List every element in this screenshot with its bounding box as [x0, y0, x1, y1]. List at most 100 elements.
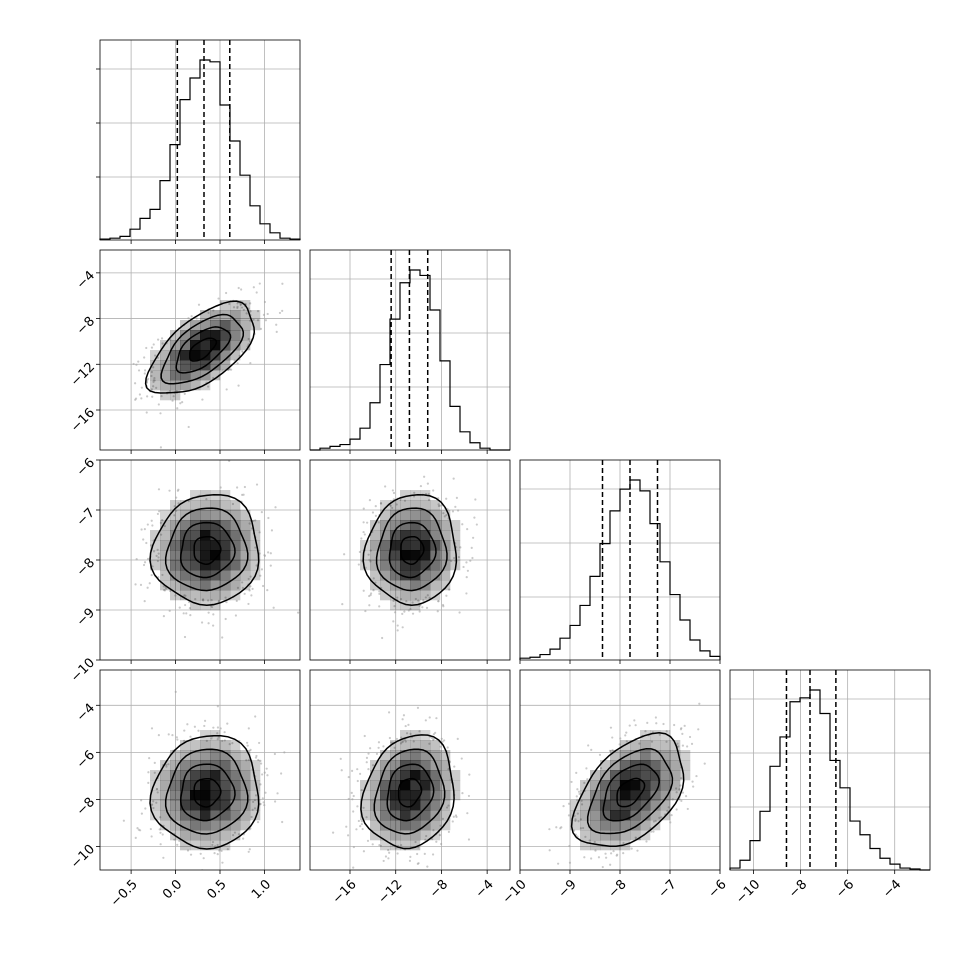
scatter-point: [251, 587, 254, 590]
density-cell: [210, 830, 221, 841]
scatter-point: [183, 729, 186, 732]
scatter-point: [392, 491, 396, 495]
density-cell: [670, 790, 681, 801]
density-cell: [160, 370, 171, 381]
density-cell: [440, 820, 451, 831]
scatter-point: [456, 737, 459, 740]
scatter-point: [452, 477, 455, 480]
density-cell: [200, 590, 211, 601]
density-cell: [250, 560, 261, 571]
scatter-point: [379, 871, 381, 873]
density-cell: [630, 820, 641, 831]
scatter-point: [185, 612, 188, 615]
scatter-point: [139, 829, 142, 832]
density-cell: [390, 540, 401, 551]
scatter-point: [157, 488, 161, 491]
density-cell: [370, 540, 381, 551]
scatter-point: [250, 815, 253, 819]
scatter-point: [236, 305, 239, 308]
density-cell: [450, 790, 461, 801]
density-cell: [210, 560, 221, 571]
scatter-point: [200, 621, 204, 624]
scatter-point: [582, 826, 585, 830]
scatter-point: [574, 819, 577, 822]
density-cell: [220, 530, 231, 541]
panel-frame: [519, 459, 721, 661]
contour-line: [189, 337, 218, 362]
density-cell: [640, 830, 651, 841]
scatter-point: [137, 360, 140, 363]
contour-line: [602, 763, 660, 822]
density-cell: [190, 810, 201, 821]
density-cell: [420, 540, 431, 551]
density-cell: [380, 820, 391, 831]
scatter-point: [247, 850, 250, 853]
density-cell: [180, 780, 191, 791]
density-cell: [650, 760, 661, 771]
density-cell: [200, 830, 211, 841]
density-cell: [230, 580, 241, 591]
density-cell: [610, 750, 621, 761]
scatter-point: [387, 857, 390, 860]
scatter-point: [236, 362, 239, 365]
density-cell: [620, 750, 631, 761]
scatter-point: [697, 728, 700, 731]
scatter-point: [205, 497, 208, 501]
density-cell: [430, 740, 441, 751]
scatter-point: [184, 603, 187, 607]
density-cell: [400, 550, 411, 561]
density-cell: [370, 770, 381, 781]
scatter-point: [625, 740, 628, 743]
density-cell: [380, 760, 391, 771]
scatter-point: [369, 592, 373, 595]
scatter-point: [684, 795, 688, 798]
scatter-point: [357, 563, 360, 566]
scatter-point: [572, 829, 576, 832]
density-cell: [200, 520, 211, 531]
scatter-point: [167, 733, 170, 736]
contour-line: [616, 777, 646, 808]
density-cell: [190, 580, 201, 591]
scatter-point: [633, 719, 636, 722]
scatter-point: [177, 488, 180, 491]
density-cell: [210, 790, 221, 801]
scatter-point: [202, 857, 205, 860]
scatter-point: [278, 311, 282, 315]
scatter-point: [695, 774, 698, 778]
scatter-point: [203, 719, 207, 722]
x-tick-label: −8: [606, 877, 630, 901]
density-cell: [230, 780, 241, 791]
density-cell: [190, 790, 201, 801]
scatter-point: [186, 723, 189, 726]
scatter-point: [584, 835, 587, 838]
scatter-point: [216, 705, 219, 708]
scatter-point: [156, 512, 159, 516]
scatter-point: [674, 787, 678, 790]
scatter-point: [223, 731, 226, 734]
density-cell: [370, 790, 381, 801]
scatter-point: [391, 506, 394, 510]
scatter-point: [612, 850, 615, 853]
y-tick-label: −4: [74, 701, 98, 725]
joint-panel-0-1: [96, 249, 301, 454]
density-cell: [640, 810, 651, 821]
scatter-point: [228, 743, 231, 746]
density-cell: [400, 560, 411, 571]
scatter-point: [187, 317, 190, 320]
scatter-point: [345, 825, 348, 828]
joint-panel-2-3: [519, 669, 721, 874]
scatter-point: [223, 739, 226, 742]
scatter-point: [254, 756, 258, 759]
scatter-point: [432, 829, 435, 832]
scatter-point: [599, 767, 603, 770]
marginal-panel-1: [309, 249, 511, 454]
density-cell: [390, 550, 401, 561]
density-cell: [210, 800, 221, 811]
scatter-point: [260, 568, 264, 571]
scatter-point: [445, 594, 448, 597]
density-cell: [450, 520, 461, 531]
scatter-point: [171, 734, 174, 737]
density-cell: [650, 730, 661, 741]
density-cell: [430, 820, 441, 831]
density-cell: [250, 550, 261, 561]
